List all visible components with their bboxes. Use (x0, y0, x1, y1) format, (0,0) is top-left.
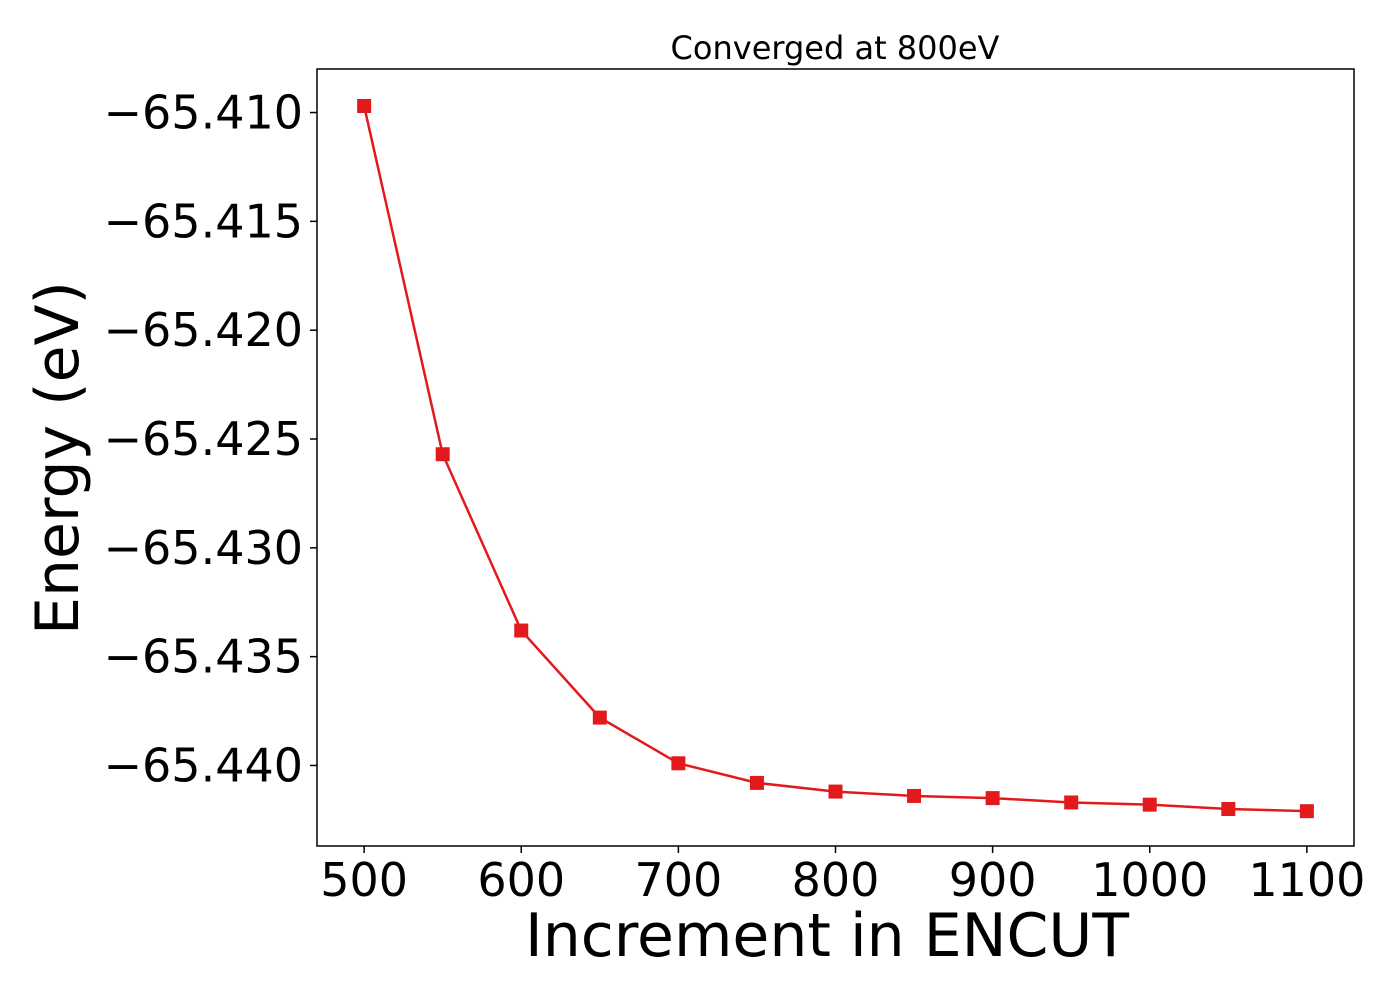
data-point (1142, 797, 1157, 812)
data-point (1064, 795, 1079, 810)
data-point (1299, 804, 1314, 819)
y-axis-title: Energy (eV) (23, 281, 93, 635)
data-point (1221, 802, 1236, 816)
data-point (749, 775, 764, 790)
data-point (435, 447, 450, 462)
x-axis: 500 600 700 800 900 1000 1100 (320, 846, 1365, 907)
data-point (514, 623, 529, 638)
y-tick-label: −65.435 (104, 630, 304, 684)
x-tick-label: 1000 (1091, 853, 1208, 907)
y-tick-label: −65.430 (104, 521, 304, 575)
x-tick-label: 700 (634, 853, 722, 907)
y-axis: −65.410 −65.415 −65.420 −65.425 −65.430 −65.4… (104, 86, 317, 792)
x-tick-label: 600 (477, 853, 565, 907)
data-point (357, 99, 372, 113)
data-point (592, 710, 607, 725)
data-point (985, 791, 1000, 806)
x-tick-label: 1100 (1248, 853, 1365, 907)
x-tick-label: 800 (792, 853, 880, 907)
y-tick-label: −65.415 (104, 194, 304, 248)
y-tick-label: −65.420 (104, 303, 304, 357)
y-tick-label: −65.425 (104, 412, 304, 466)
series-line (362, 105, 1307, 813)
y-tick-label: −65.440 (104, 738, 304, 792)
x-axis-title: Increment in ENCUT (525, 901, 1129, 971)
series-layer (357, 99, 1314, 819)
data-point (907, 788, 922, 803)
x-tick-label: 900 (949, 853, 1037, 907)
chart-title: Converged at 800eV (671, 29, 1000, 67)
data-point (828, 784, 843, 799)
x-tick-label: 500 (320, 853, 408, 907)
y-tick-label: −65.410 (104, 86, 304, 140)
plot-frame (316, 68, 1355, 847)
data-point (671, 756, 686, 771)
